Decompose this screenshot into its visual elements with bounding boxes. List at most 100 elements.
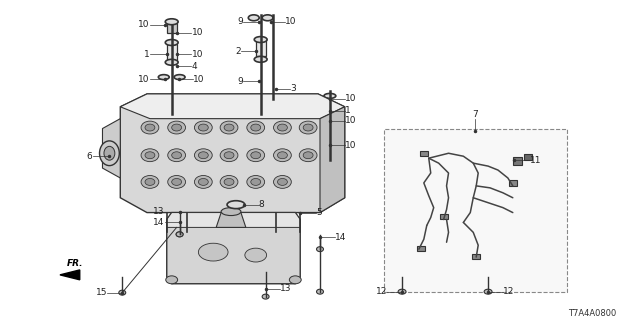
- Ellipse shape: [247, 121, 264, 134]
- Ellipse shape: [195, 121, 212, 134]
- Ellipse shape: [317, 289, 323, 294]
- Ellipse shape: [262, 15, 273, 21]
- Ellipse shape: [484, 289, 492, 294]
- Text: 10: 10: [191, 28, 203, 37]
- Text: 5: 5: [316, 208, 322, 217]
- Bar: [509, 180, 516, 186]
- Text: 13: 13: [280, 284, 292, 293]
- Ellipse shape: [224, 179, 234, 185]
- Text: FR.: FR.: [67, 259, 83, 268]
- Ellipse shape: [227, 201, 245, 209]
- Bar: [472, 253, 480, 259]
- Ellipse shape: [251, 124, 260, 131]
- Ellipse shape: [141, 175, 159, 188]
- Ellipse shape: [278, 124, 287, 131]
- Ellipse shape: [172, 179, 182, 185]
- Text: 1: 1: [345, 106, 351, 115]
- Polygon shape: [120, 94, 345, 212]
- Ellipse shape: [198, 124, 208, 131]
- Ellipse shape: [165, 19, 178, 25]
- Ellipse shape: [254, 36, 267, 43]
- Ellipse shape: [303, 152, 313, 159]
- Ellipse shape: [300, 121, 317, 134]
- Ellipse shape: [221, 208, 241, 216]
- Ellipse shape: [195, 149, 212, 162]
- Ellipse shape: [195, 175, 212, 188]
- Text: 14: 14: [335, 233, 346, 242]
- Ellipse shape: [220, 121, 238, 134]
- Bar: [524, 154, 532, 160]
- Ellipse shape: [278, 152, 287, 159]
- Ellipse shape: [104, 146, 115, 160]
- Text: 14: 14: [154, 218, 164, 227]
- Bar: [513, 157, 522, 165]
- Ellipse shape: [324, 106, 336, 111]
- Ellipse shape: [141, 149, 159, 162]
- Ellipse shape: [166, 276, 178, 284]
- Ellipse shape: [168, 121, 186, 134]
- Ellipse shape: [398, 289, 406, 294]
- Bar: [417, 245, 425, 251]
- Text: 4: 4: [191, 62, 197, 71]
- Bar: [167, 23, 177, 33]
- Ellipse shape: [251, 179, 260, 185]
- Ellipse shape: [168, 149, 186, 162]
- Text: 10: 10: [285, 17, 297, 26]
- Text: 11: 11: [530, 156, 541, 165]
- Ellipse shape: [176, 232, 183, 237]
- Polygon shape: [60, 270, 80, 280]
- Polygon shape: [320, 107, 345, 212]
- Text: 10: 10: [138, 20, 150, 29]
- Text: 9: 9: [237, 17, 243, 26]
- Polygon shape: [120, 94, 345, 119]
- Ellipse shape: [145, 152, 155, 159]
- Ellipse shape: [198, 243, 228, 261]
- Ellipse shape: [145, 179, 155, 185]
- Bar: [420, 151, 428, 156]
- Ellipse shape: [278, 179, 287, 185]
- Text: 7: 7: [472, 110, 478, 119]
- Bar: [167, 44, 177, 61]
- Text: 3: 3: [291, 84, 296, 93]
- Ellipse shape: [289, 276, 301, 284]
- Text: 1: 1: [144, 50, 150, 59]
- Ellipse shape: [119, 290, 125, 295]
- Text: 13: 13: [153, 207, 164, 216]
- Ellipse shape: [165, 40, 178, 45]
- Bar: [384, 129, 567, 292]
- Ellipse shape: [174, 75, 185, 80]
- Ellipse shape: [324, 93, 336, 98]
- Text: 10: 10: [345, 116, 356, 125]
- Ellipse shape: [262, 294, 269, 299]
- Ellipse shape: [273, 175, 291, 188]
- Polygon shape: [167, 212, 300, 284]
- Polygon shape: [216, 212, 246, 228]
- Ellipse shape: [300, 149, 317, 162]
- Text: 2: 2: [236, 47, 241, 56]
- Ellipse shape: [324, 144, 336, 149]
- Ellipse shape: [220, 175, 238, 188]
- Ellipse shape: [168, 175, 186, 188]
- Text: 6: 6: [87, 152, 93, 161]
- Ellipse shape: [254, 56, 267, 62]
- Polygon shape: [167, 212, 300, 228]
- Text: T7A4A0800: T7A4A0800: [568, 309, 616, 318]
- Ellipse shape: [251, 152, 260, 159]
- Ellipse shape: [224, 152, 234, 159]
- Ellipse shape: [317, 247, 323, 252]
- Text: 12: 12: [503, 287, 515, 296]
- Ellipse shape: [273, 149, 291, 162]
- Text: 10: 10: [345, 94, 356, 103]
- Text: 10: 10: [345, 141, 356, 150]
- Ellipse shape: [99, 141, 119, 166]
- Ellipse shape: [220, 149, 238, 162]
- Ellipse shape: [324, 128, 336, 133]
- Ellipse shape: [247, 149, 264, 162]
- Polygon shape: [102, 119, 120, 178]
- Bar: [256, 39, 266, 56]
- Ellipse shape: [141, 121, 159, 134]
- Ellipse shape: [198, 152, 208, 159]
- Text: 10: 10: [193, 75, 205, 84]
- Ellipse shape: [172, 152, 182, 159]
- Text: 9: 9: [237, 76, 243, 85]
